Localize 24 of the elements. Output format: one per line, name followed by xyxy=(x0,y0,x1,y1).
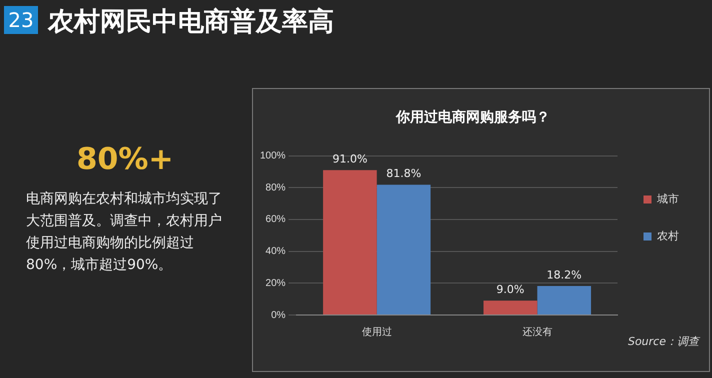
text: 80%+ xyxy=(76,142,174,177)
text: 电商网购在农村和城市均实现了大范围普及。调查中，农村用户使用过电商购物的比例超过80%，城市超过90%。 xyxy=(26,190,223,275)
y-tick-label: 80% xyxy=(266,182,286,194)
y-tick-label: 40% xyxy=(266,246,286,258)
data-label: 9.0% xyxy=(496,283,524,296)
bar xyxy=(484,300,538,314)
data-label: 18.2% xyxy=(546,268,582,282)
y-tick-label: 20% xyxy=(266,278,286,289)
y-tick-label: 0% xyxy=(271,310,286,321)
legend-label: 城市 xyxy=(656,192,679,206)
text: 23 xyxy=(4,6,38,34)
y-tick-label: 100% xyxy=(260,150,286,162)
bar xyxy=(376,184,431,314)
chart-subtitle: 你用过电商网购服务吗？ xyxy=(395,108,550,124)
x-tick-label: 使用过 xyxy=(362,326,392,338)
chart-title: 农村网民中电商普及率高 xyxy=(48,6,334,39)
source-note: Source：调查 xyxy=(628,334,699,349)
bar xyxy=(323,170,377,314)
data-label: 81.8% xyxy=(386,167,422,180)
data-label: 91.0% xyxy=(332,152,368,166)
x-tick-label: 还没有 xyxy=(522,326,552,338)
y-tick-label: 60% xyxy=(266,214,286,226)
bar xyxy=(537,286,592,314)
legend-label: 农村 xyxy=(657,230,679,243)
